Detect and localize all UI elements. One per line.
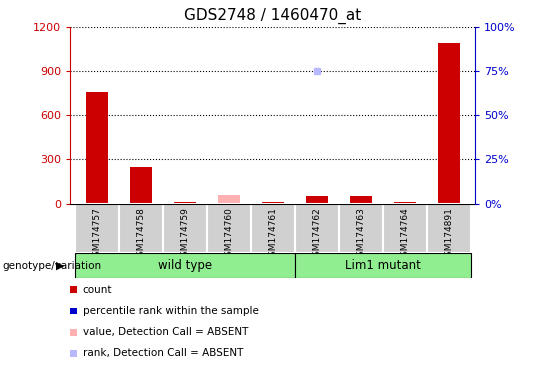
Bar	[295, 253, 471, 278]
Text: GSM174891: GSM174891	[444, 207, 453, 262]
Bar	[86, 92, 107, 204]
Bar	[295, 204, 339, 253]
Bar	[174, 202, 195, 204]
Text: genotype/variation: genotype/variation	[3, 261, 102, 271]
Text: GSM174762: GSM174762	[312, 207, 321, 262]
Text: ▶: ▶	[56, 261, 65, 271]
Bar	[394, 202, 416, 204]
Text: GSM174759: GSM174759	[180, 207, 189, 262]
Bar	[438, 43, 460, 204]
Bar	[163, 204, 207, 253]
Text: percentile rank within the sample: percentile rank within the sample	[83, 306, 258, 316]
Text: Lim1 mutant: Lim1 mutant	[345, 260, 421, 272]
Text: value, Detection Call = ABSENT: value, Detection Call = ABSENT	[83, 327, 248, 337]
Bar	[251, 204, 295, 253]
Bar	[306, 196, 328, 204]
Text: GSM174758: GSM174758	[136, 207, 145, 262]
Bar	[75, 204, 119, 253]
Bar	[383, 204, 427, 253]
Bar	[262, 202, 284, 204]
Text: wild type: wild type	[158, 260, 212, 272]
Text: GSM174757: GSM174757	[92, 207, 101, 262]
Text: GSM174761: GSM174761	[268, 207, 277, 262]
Text: count: count	[83, 285, 112, 295]
Bar	[130, 167, 152, 204]
Bar	[350, 196, 372, 204]
Bar	[75, 253, 295, 278]
Bar	[218, 202, 240, 204]
Text: GSM174760: GSM174760	[224, 207, 233, 262]
Bar	[218, 195, 240, 204]
Text: GSM174764: GSM174764	[400, 207, 409, 262]
Bar	[119, 204, 163, 253]
Bar	[339, 204, 383, 253]
Title: GDS2748 / 1460470_at: GDS2748 / 1460470_at	[184, 8, 361, 24]
Text: rank, Detection Call = ABSENT: rank, Detection Call = ABSENT	[83, 348, 243, 358]
Bar	[207, 204, 251, 253]
Text: GSM174763: GSM174763	[356, 207, 365, 262]
Bar	[427, 204, 471, 253]
